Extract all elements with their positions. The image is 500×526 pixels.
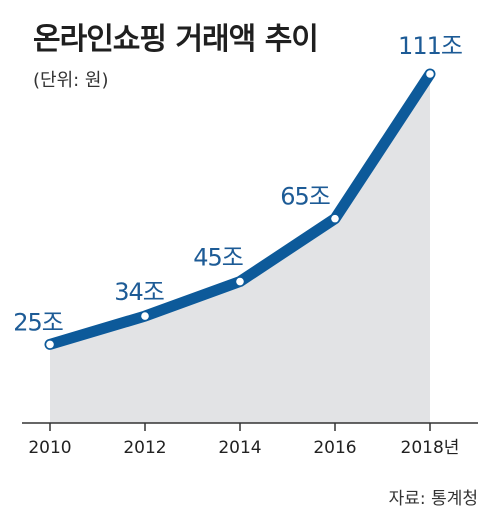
area-fill — [50, 74, 430, 423]
x-axis: 2010 2012 2014 2016 2018년 — [22, 422, 478, 458]
data-label: 25조 — [13, 308, 63, 336]
chart-unit-note: (단위: 원) — [33, 70, 109, 91]
x-tick-label: 2012 — [123, 438, 166, 458]
data-point — [46, 340, 54, 349]
data-label-layer: 25조 34조 45조 65조 111조 — [13, 32, 463, 336]
chart-title: 온라인쇼핑 거래액 추이 — [33, 22, 319, 57]
x-tick-label: 2018년 — [401, 438, 460, 458]
data-point — [236, 277, 244, 286]
data-point — [141, 312, 149, 320]
data-label: 45조 — [193, 244, 243, 272]
area-layer — [50, 74, 430, 423]
x-tick-label: 2014 — [218, 438, 261, 458]
x-tick-label: 2010 — [28, 438, 71, 458]
x-tick-label: 2016 — [313, 438, 356, 458]
data-label: 111조 — [398, 32, 462, 60]
data-point — [426, 70, 434, 78]
data-label: 65조 — [280, 183, 330, 211]
data-label: 34조 — [114, 278, 164, 306]
source-note: 자료: 통계청 — [388, 489, 478, 509]
data-point — [331, 214, 339, 223]
marker-layer — [46, 70, 434, 349]
